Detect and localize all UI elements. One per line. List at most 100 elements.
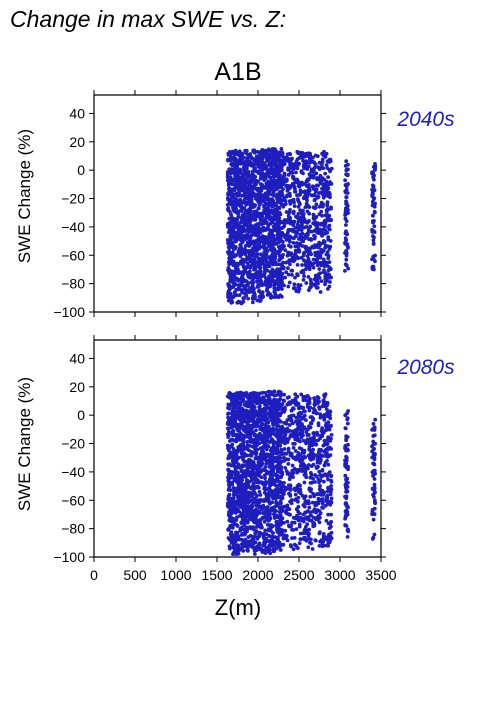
data-point [249,205,254,210]
data-point [238,300,243,304]
data-point [250,296,255,301]
data-point [236,262,240,267]
data-point [225,173,230,177]
data-point [269,208,273,213]
data-point [258,221,263,226]
data-point [230,300,234,304]
data-point [234,449,238,454]
data-point [242,258,247,262]
data-point [236,215,241,220]
data-point [284,155,289,160]
data-point [226,478,231,483]
data-point [260,199,264,203]
data-point [281,542,286,547]
data-point [320,505,324,510]
data-point [283,275,287,280]
data-point [268,261,273,265]
data-point [231,463,236,468]
data-point [286,284,291,289]
data-point [263,228,268,233]
data-point [241,175,246,180]
data-point [267,533,271,538]
data-point [370,257,374,262]
data-point [292,258,297,263]
data-point [321,195,326,200]
data-point [305,195,310,199]
data-point [310,500,315,505]
data-point [326,471,331,476]
data-point [245,236,250,241]
data-point [263,282,268,287]
data-point [254,435,259,440]
data-point [241,284,246,288]
data-point [303,259,308,264]
data-point [326,235,331,240]
data-point [286,272,291,277]
data-point [286,462,291,466]
data-point [302,250,307,255]
data-point [320,166,325,170]
data-point [231,538,236,543]
data-point [371,213,375,218]
data-point [240,151,245,156]
data-point [282,481,286,485]
data-point [304,267,308,272]
data-point [246,296,251,301]
y-tick-label: 40 [69,350,85,366]
data-point [238,175,243,180]
data-point [257,242,262,246]
data-point [284,177,289,182]
data-point [226,290,231,295]
data-point [344,257,349,262]
data-point [278,177,283,182]
data-point [328,192,332,197]
data-point [248,427,252,432]
data-point [228,237,233,242]
data-point [233,478,238,483]
y-tick-label: −100 [53,304,85,320]
data-point [287,258,292,262]
data-point [237,158,242,163]
data-point [277,257,282,262]
data-point [371,242,376,246]
data-point [247,275,252,280]
data-point [311,431,316,436]
data-point [268,487,272,492]
panel-2080s: 2080s SWE Change (%) 40200−20−40−60−80−1… [15,335,455,583]
y-tick-label: −40 [61,219,85,235]
data-point [289,434,294,439]
data-point [257,405,262,410]
data-point [272,404,277,409]
data-point [230,182,235,187]
data-point [240,411,244,415]
data-point [264,210,268,215]
data-point [318,497,322,502]
data-point [225,202,230,207]
data-point [234,176,239,180]
data-point [328,169,332,174]
data-point [275,476,279,481]
data-point [266,470,271,475]
data-point [250,416,255,420]
data-point [247,186,251,191]
data-point [266,518,271,523]
data-point [289,198,294,203]
data-point [305,209,310,214]
data-point [276,525,281,529]
data-point [232,433,237,437]
data-point [248,214,253,219]
data-point [321,241,325,246]
y-axis-label-2040s: SWE Change (%) [15,129,34,263]
data-point [269,215,274,220]
data-point [289,268,294,273]
data-point [287,191,292,196]
data-point [248,510,252,514]
data-point [226,197,231,202]
data-point [289,487,293,492]
data-point [310,174,314,178]
data-point [268,551,273,556]
data-point [253,540,258,545]
data-point [268,493,273,498]
data-point [237,514,242,518]
x-tick-label: 0 [90,567,98,583]
